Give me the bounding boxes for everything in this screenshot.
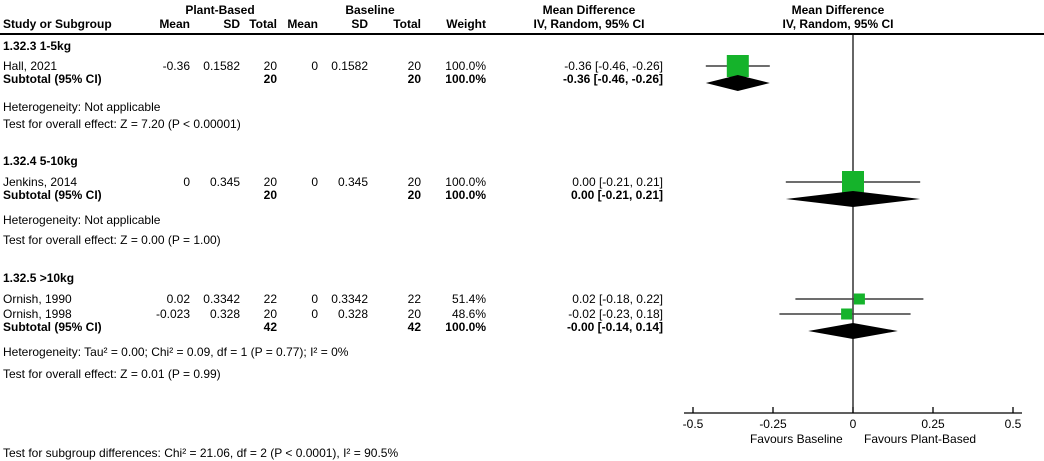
subtotal-baseline-total: 20 <box>407 72 421 86</box>
header-divider <box>0 33 1044 35</box>
study-name: Ornish, 1998 <box>3 307 72 321</box>
axis-tick-label: 0 <box>849 417 857 431</box>
overall-effect-note: Test for overall effect: Z = 7.20 (P < 0… <box>3 117 241 131</box>
subtotal-label: Subtotal (95% CI) <box>3 188 102 202</box>
subtotal-plant-total: 20 <box>263 72 277 86</box>
column-header-plant-mean: Mean <box>159 17 190 31</box>
effect-square <box>841 308 853 320</box>
baseline-mean: 0 <box>311 307 318 321</box>
favours-left-label: Favours Baseline <box>749 432 843 446</box>
plant-total: 20 <box>263 175 277 189</box>
baseline-mean: 0 <box>311 59 318 73</box>
overall-effect-note: Test for overall effect: Z = 0.00 (P = 1… <box>3 233 221 247</box>
subtotal-plant-total: 20 <box>263 188 277 202</box>
axis-tick-label: 0.5 <box>1004 417 1022 431</box>
heterogeneity-note: Heterogeneity: Tau² = 0.00; Chi² = 0.09,… <box>3 345 349 359</box>
weight-value: 51.4% <box>451 292 486 306</box>
study-name: Jenkins, 2014 <box>3 175 78 189</box>
subtotal-diamond <box>785 191 921 207</box>
heterogeneity-note: Heterogeneity: Not applicable <box>3 213 161 227</box>
plant-sd: 0.328 <box>209 307 240 321</box>
effect-square <box>726 55 749 77</box>
effect-square <box>842 171 864 193</box>
md-column-subtitle: IV, Random, 95% CI <box>533 17 645 31</box>
subtotal-ci-text: -0.00 [-0.14, 0.14] <box>566 320 663 334</box>
column-header-baseline-mean: Mean <box>287 17 318 31</box>
group1-header: Plant-Based <box>185 3 255 17</box>
axis-tick-label: 0.25 <box>921 417 945 431</box>
subtotal-ci-text: -0.36 [-0.46, -0.26] <box>562 72 663 86</box>
plant-mean: 0 <box>183 175 190 189</box>
plant-mean: -0.023 <box>155 307 190 321</box>
subtotal-diamond <box>808 323 898 339</box>
subtotal-weight: 100.0% <box>445 188 486 202</box>
weight-value: 48.6% <box>451 307 486 321</box>
plant-mean: 0.02 <box>166 292 190 306</box>
baseline-sd: 0.345 <box>337 175 368 189</box>
baseline-total: 20 <box>407 307 421 321</box>
baseline-mean: 0 <box>311 175 318 189</box>
md-plot-subtitle: IV, Random, 95% CI <box>782 17 894 31</box>
column-header-plant-total: Total <box>249 17 277 31</box>
subtotal-ci-text: 0.00 [-0.21, 0.21] <box>570 188 663 202</box>
baseline-sd: 0.3342 <box>331 292 368 306</box>
plant-mean: -0.36 <box>162 59 190 73</box>
heterogeneity-note: Heterogeneity: Not applicable <box>3 100 161 114</box>
subtotal-baseline-total: 20 <box>407 188 421 202</box>
subtotal-label: Subtotal (95% CI) <box>3 320 102 334</box>
subtotal-diamond <box>705 75 770 91</box>
md-ci-text: 0.00 [-0.21, 0.21] <box>572 175 663 189</box>
md-ci-text: 0.02 [-0.18, 0.22] <box>572 292 663 306</box>
md-ci-text: -0.36 [-0.46, -0.26] <box>564 59 663 73</box>
baseline-sd: 0.1582 <box>331 59 368 73</box>
plant-total: 20 <box>263 59 277 73</box>
subgroup-label: 1.32.3 1-5kg <box>3 39 72 53</box>
baseline-total: 22 <box>407 292 421 306</box>
baseline-sd: 0.328 <box>337 307 368 321</box>
subtotal-weight: 100.0% <box>445 72 486 86</box>
column-header-weight: Weight <box>446 17 486 31</box>
baseline-mean: 0 <box>311 292 318 306</box>
axis-tick-label: -0.5 <box>682 417 704 431</box>
study-name: Ornish, 1990 <box>3 292 72 306</box>
axis-tick-label: -0.25 <box>759 417 787 431</box>
subgroup-differences-note: Test for subgroup differences: Chi² = 21… <box>3 446 399 460</box>
subgroup-label: 1.32.5 >10kg <box>3 271 75 285</box>
subtotal-plant-total: 42 <box>263 320 277 334</box>
plant-sd: 0.1582 <box>203 59 240 73</box>
weight-value: 100.0% <box>445 59 486 73</box>
plant-total: 20 <box>263 307 277 321</box>
subtotal-baseline-total: 42 <box>407 320 421 334</box>
favours-labels: Favours Baseline Favours Plant-Based <box>703 433 1023 446</box>
plant-sd: 0.3342 <box>203 292 240 306</box>
subtotal-weight: 100.0% <box>445 320 486 334</box>
plant-sd: 0.345 <box>209 175 240 189</box>
weight-value: 100.0% <box>445 175 486 189</box>
baseline-total: 20 <box>407 59 421 73</box>
group2-header: Baseline <box>345 3 395 17</box>
study-name: Hall, 2021 <box>3 59 58 73</box>
baseline-total: 20 <box>407 175 421 189</box>
column-header-baseline-sd: SD <box>351 17 368 31</box>
overall-effect-note: Test for overall effect: Z = 0.01 (P = 0… <box>3 367 221 381</box>
column-header-baseline-total: Total <box>393 17 421 31</box>
md-plot-title: Mean Difference <box>791 3 885 17</box>
effect-square <box>853 293 865 305</box>
plant-total: 22 <box>263 292 277 306</box>
md-ci-text: -0.02 [-0.23, 0.18] <box>568 307 663 321</box>
subtotal-label: Subtotal (95% CI) <box>3 72 102 86</box>
md-column-title: Mean Difference <box>542 3 636 17</box>
subgroup-label: 1.32.4 5-10kg <box>3 154 78 168</box>
column-header-study: Study or Subgroup <box>3 17 112 31</box>
column-header-plant-sd: SD <box>223 17 240 31</box>
favours-right-label: Favours Plant-Based <box>864 432 977 446</box>
